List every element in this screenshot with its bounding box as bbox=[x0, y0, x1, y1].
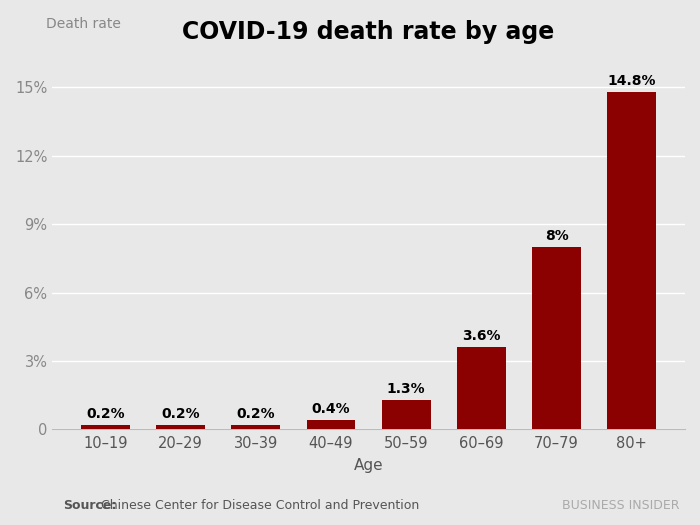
Bar bbox=[81, 425, 130, 429]
Bar bbox=[156, 425, 205, 429]
Text: 14.8%: 14.8% bbox=[608, 74, 656, 88]
Text: 0.2%: 0.2% bbox=[86, 407, 125, 421]
Text: 8%: 8% bbox=[545, 229, 568, 243]
Text: Source:: Source: bbox=[63, 499, 116, 512]
Text: 3.6%: 3.6% bbox=[462, 329, 500, 343]
Text: Chinese Center for Disease Control and Prevention: Chinese Center for Disease Control and P… bbox=[97, 499, 419, 512]
Text: 1.3%: 1.3% bbox=[387, 382, 426, 396]
Text: 0.2%: 0.2% bbox=[161, 407, 200, 421]
Bar bbox=[608, 92, 656, 429]
Bar bbox=[382, 400, 430, 429]
Bar bbox=[532, 247, 581, 429]
Text: 0.2%: 0.2% bbox=[237, 407, 275, 421]
Text: 0.4%: 0.4% bbox=[312, 402, 350, 416]
Text: Death rate: Death rate bbox=[46, 17, 121, 30]
Text: BUSINESS INSIDER: BUSINESS INSIDER bbox=[561, 499, 679, 512]
Title: COVID-19 death rate by age: COVID-19 death rate by age bbox=[183, 20, 554, 45]
X-axis label: Age: Age bbox=[354, 458, 384, 473]
Bar bbox=[232, 425, 280, 429]
Bar bbox=[307, 420, 356, 429]
Bar bbox=[457, 348, 506, 429]
